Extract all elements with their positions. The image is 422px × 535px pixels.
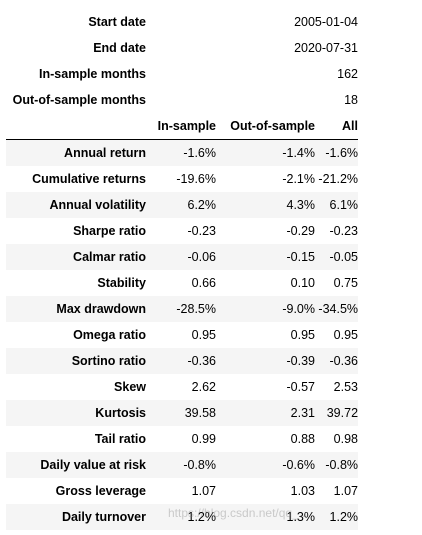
cell-all: -0.05 [315,244,359,270]
row-label: Sharpe ratio [73,224,146,238]
row-label: Cumulative returns [32,172,146,186]
meta-row-start-date: Start date 2005-01-04 [6,9,358,35]
column-header-in-sample: In-sample [146,113,216,140]
meta-row-out-of-sample-months: Out-of-sample months 18 [6,87,358,113]
cell-in-sample: -28.5% [146,296,216,322]
cell-all: 6.1% [315,192,359,218]
cell-out-of-sample: -0.29 [286,224,316,238]
meta-label: Out-of-sample months [12,93,146,107]
row-label: Skew [114,380,146,394]
column-header-all: All [315,113,359,140]
meta-value: 18 [344,93,359,107]
row-label: Tail ratio [94,432,146,446]
row-label: Daily turnover [6,504,146,530]
column-header-out-of-sample: Out-of-sample [216,113,315,140]
cell-out-of-sample: 1.3% [216,504,315,530]
row-label: Gross leverage [55,484,146,498]
meta-row-end-date: End date 2020-07-31 [6,35,358,61]
row-label: Calmar ratio [6,244,146,270]
cell-in-sample: 0.95 [191,328,216,342]
cell-in-sample: -0.36 [146,348,216,374]
cell-all: 0.95 [333,328,359,342]
meta-label: In-sample months [39,67,146,81]
table-row: Annual volatility 6.2% 4.3% 6.1% [6,192,359,218]
row-label: Kurtosis [6,400,146,426]
cell-in-sample: -0.06 [146,244,216,270]
cell-all: 0.75 [333,276,359,290]
table-row: Skew 2.62 -0.57 2.53 [6,374,358,400]
cell-out-of-sample: -1.4% [216,139,315,166]
meta-row-in-sample-months: In-sample months 162 [6,61,358,87]
cell-out-of-sample: -0.6% [216,452,315,478]
cell-all: -0.23 [329,224,359,238]
table-body: Annual return -1.6% -1.4% -1.6% Cumulative r… [6,139,359,530]
meta-value: 2005-01-04 [294,15,359,29]
table-row: Daily turnover 1.2% 1.3% 1.2% [6,504,359,530]
cell-all: -1.6% [315,139,359,166]
cell-all: -0.36 [315,348,359,374]
cell-out-of-sample: -0.39 [216,348,315,374]
table-row: Tail ratio 0.99 0.88 0.98 [6,426,358,452]
cell-all: 1.2% [315,504,359,530]
cell-all: -0.8% [315,452,359,478]
table-row: Sharpe ratio -0.23 -0.29 -0.23 [6,218,358,244]
row-label: Annual volatility [6,192,146,218]
cell-all: 2.53 [333,380,359,394]
cell-in-sample: 1.2% [146,504,216,530]
table-row: Kurtosis 39.58 2.31 39.72 [6,400,359,426]
cell-out-of-sample: -9.0% [216,296,315,322]
table-row: Max drawdown -28.5% -9.0% -34.5% [6,296,359,322]
meta-label: End date [93,41,146,55]
cell-out-of-sample: -0.57 [286,380,316,394]
cell-all: -34.5% [315,296,359,322]
cell-in-sample: 6.2% [146,192,216,218]
cell-in-sample: 0.66 [191,276,216,290]
cell-in-sample: -0.8% [146,452,216,478]
cell-out-of-sample: 0.88 [290,432,315,446]
cell-all: -21.2% [318,172,359,186]
meta-value: 162 [337,67,359,81]
cell-out-of-sample: 0.95 [290,328,315,342]
table-row: Stability 0.66 0.10 0.75 [6,270,358,296]
meta-value: 2020-07-31 [294,41,359,55]
cell-out-of-sample: -2.1% [282,172,315,186]
cell-in-sample: -0.23 [187,224,217,238]
cell-out-of-sample: 0.10 [290,276,315,290]
table-header: Start date 2005-01-04 End date 2020-07-3… [6,9,359,140]
table-row: Daily value at risk -0.8% -0.6% -0.8% [6,452,359,478]
column-header-row: In-sample Out-of-sample All [6,113,359,140]
cell-in-sample: 0.99 [191,432,216,446]
cell-all: 0.98 [333,432,359,446]
watermark-text: https://blog.csdn.net/qq_... [168,506,309,520]
cell-all: 39.72 [315,400,359,426]
row-label: Daily value at risk [6,452,146,478]
perf-stats-table: Start date 2005-01-04 End date 2020-07-3… [6,9,359,530]
column-header-label [6,113,146,140]
cell-out-of-sample: 2.31 [216,400,315,426]
cell-in-sample: 39.58 [146,400,216,426]
cell-out-of-sample: 4.3% [216,192,315,218]
meta-label: Start date [88,15,146,29]
cell-in-sample: 2.62 [191,380,216,394]
table-row: Gross leverage 1.07 1.03 1.07 [6,478,358,504]
row-label: Omega ratio [73,328,146,342]
cell-out-of-sample: 1.03 [290,484,315,498]
row-label: Max drawdown [6,296,146,322]
table-row: Cumulative returns -19.6% -2.1% -21.2% [6,166,358,192]
table-row: Sortino ratio -0.36 -0.39 -0.36 [6,348,359,374]
table-row: Annual return -1.6% -1.4% -1.6% [6,139,359,166]
row-label: Sortino ratio [6,348,146,374]
row-label: Annual return [6,139,146,166]
table-row: Omega ratio 0.95 0.95 0.95 [6,322,358,348]
cell-out-of-sample: -0.15 [216,244,315,270]
cell-all: 1.07 [333,484,359,498]
cell-in-sample: -19.6% [176,172,216,186]
cell-in-sample: 1.07 [191,484,216,498]
cell-in-sample: -1.6% [146,139,216,166]
row-label: Stability [97,276,146,290]
table-row: Calmar ratio -0.06 -0.15 -0.05 [6,244,359,270]
